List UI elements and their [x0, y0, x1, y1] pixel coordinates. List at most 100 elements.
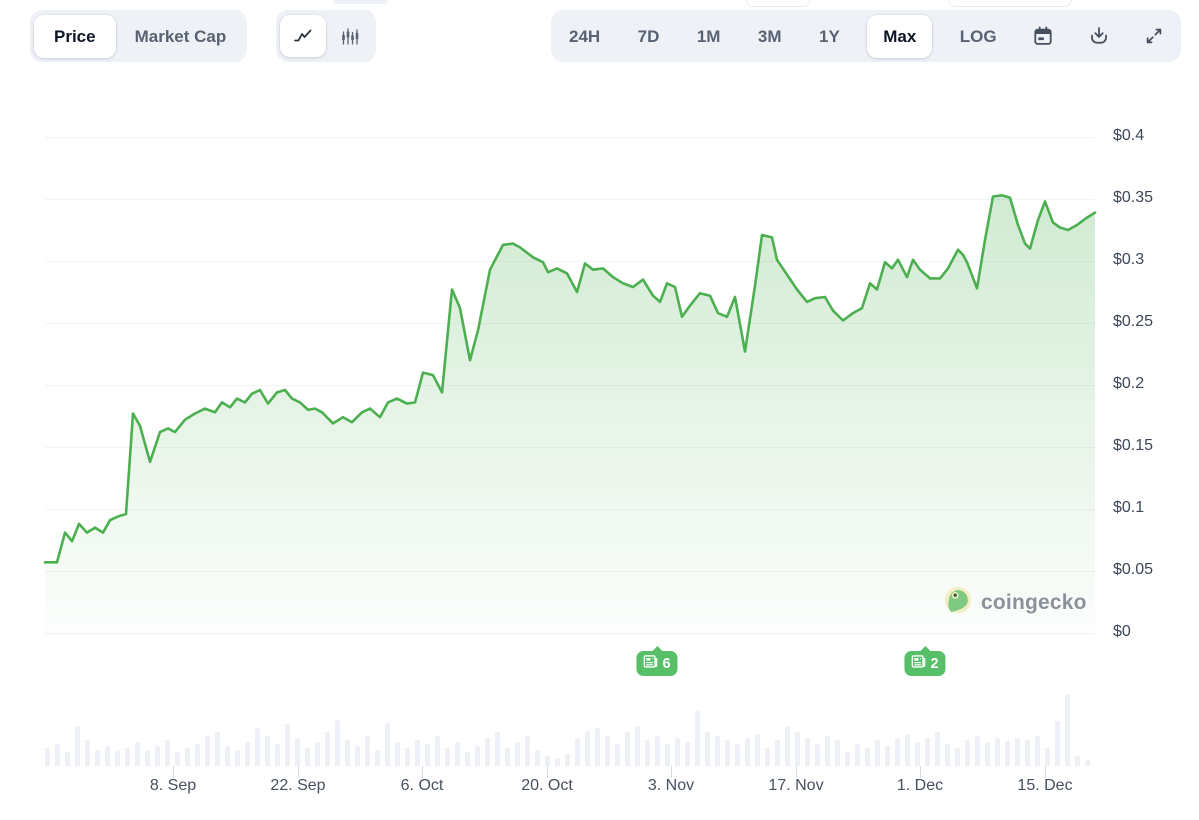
volume-bar [345, 740, 350, 766]
volume-bar [805, 738, 810, 766]
volume-bar [675, 738, 680, 766]
volume-bar [605, 736, 610, 766]
line-chart-button[interactable] [280, 15, 326, 57]
volume-bar [235, 750, 240, 766]
volume-bar [205, 736, 210, 766]
news-badge[interactable]: 2 [904, 646, 946, 676]
expand-button[interactable] [1135, 15, 1173, 57]
volume-bar [995, 738, 1000, 766]
chart-type-toggle [276, 10, 376, 62]
x-axis-tick [297, 766, 299, 778]
volume-bar [825, 736, 830, 766]
volume-bar [405, 748, 410, 766]
tab-log[interactable]: LOG [959, 26, 997, 46]
volume-bar [1015, 738, 1020, 766]
volume-bar [445, 748, 450, 766]
tab-7d[interactable]: 7D [637, 26, 660, 46]
volume-bar [1005, 741, 1010, 766]
volume-bar [285, 724, 290, 766]
volume-bar [955, 748, 960, 766]
tab-24h[interactable]: 24H [569, 26, 601, 46]
tab-1m[interactable]: 1M [696, 26, 721, 46]
volume-bar [525, 736, 530, 766]
volume-bar [395, 742, 400, 766]
volume-bar [355, 746, 360, 766]
x-axis-tick [670, 766, 672, 778]
coingecko-watermark: coingecko [944, 586, 1087, 619]
volume-bar [535, 750, 540, 766]
volume-bar [135, 742, 140, 766]
volume-bar [215, 732, 220, 766]
news-icon [643, 655, 658, 672]
download-button[interactable] [1080, 15, 1118, 57]
tab-price[interactable]: Price [34, 14, 116, 58]
volume-bar [1025, 740, 1030, 766]
volume-bar [705, 732, 710, 766]
gridline [45, 633, 1095, 634]
y-axis-label: $0.05 [1113, 561, 1154, 578]
tab-market-cap[interactable]: Market Cap [134, 26, 227, 46]
volume-bar [305, 748, 310, 766]
volume-bar [485, 738, 490, 766]
x-axis-tick [172, 766, 174, 778]
volume-bar [165, 740, 170, 766]
volume-bar [795, 732, 800, 766]
volume-bar [255, 728, 260, 766]
x-axis-label: 20. Oct [521, 777, 573, 794]
volume-bar [625, 732, 630, 766]
tab-1y[interactable]: 1Y [818, 26, 840, 46]
volume-bar [95, 750, 100, 766]
x-axis-label: 3. Nov [647, 777, 695, 794]
x-axis-tick [1044, 766, 1046, 778]
candlestick-chart-icon [339, 26, 361, 46]
volume-bar [945, 744, 950, 766]
volume-bar [845, 752, 850, 766]
volume-bar [755, 734, 760, 766]
volume-bar [385, 723, 390, 766]
x-axis-tick [421, 766, 423, 778]
y-axis-label: $0 [1113, 623, 1131, 640]
volume-bar [415, 740, 420, 766]
news-badge[interactable]: 6 [636, 646, 678, 676]
y-axis-label: $0.35 [1113, 189, 1154, 206]
volume-bar [935, 732, 940, 766]
download-icon [1088, 25, 1110, 47]
x-axis-tick [546, 766, 548, 778]
x-axis-tick [919, 766, 921, 778]
volume-bar [655, 736, 660, 766]
volume-bar [455, 742, 460, 766]
tab-3m[interactable]: 3M [757, 26, 782, 46]
volume-bar [615, 744, 620, 766]
volume-bars[interactable] [45, 691, 1095, 766]
y-axis-label: $0.15 [1113, 437, 1154, 454]
coingecko-logo-icon [944, 586, 972, 619]
watermark-label: coingecko [981, 590, 1087, 614]
volume-bar [835, 740, 840, 766]
y-axis-label: $0.4 [1113, 127, 1145, 144]
volume-bar [725, 740, 730, 766]
volume-bar [685, 742, 690, 766]
volume-bar [985, 742, 990, 766]
volume-bar [495, 732, 500, 766]
volume-bar [65, 752, 70, 766]
candlestick-chart-button[interactable] [328, 16, 372, 56]
calendar-button[interactable] [1024, 15, 1062, 57]
news-icon [911, 655, 926, 672]
volume-bar [145, 750, 150, 766]
volume-bar [505, 748, 510, 766]
x-axis-tick [795, 766, 797, 778]
volume-bar [765, 748, 770, 766]
volume-bar [1065, 694, 1070, 766]
volume-bar [665, 744, 670, 766]
tab-max[interactable]: Max [867, 14, 933, 58]
volume-bar [925, 738, 930, 766]
x-axis-label: 6. Oct [400, 777, 444, 794]
volume-bar [85, 740, 90, 766]
calendar-icon [1032, 25, 1054, 47]
volume-bar [225, 746, 230, 766]
volume-bar [185, 748, 190, 766]
volume-bar [335, 720, 340, 766]
volume-bar [275, 744, 280, 766]
x-axis-label: 15. Dec [1017, 777, 1073, 794]
